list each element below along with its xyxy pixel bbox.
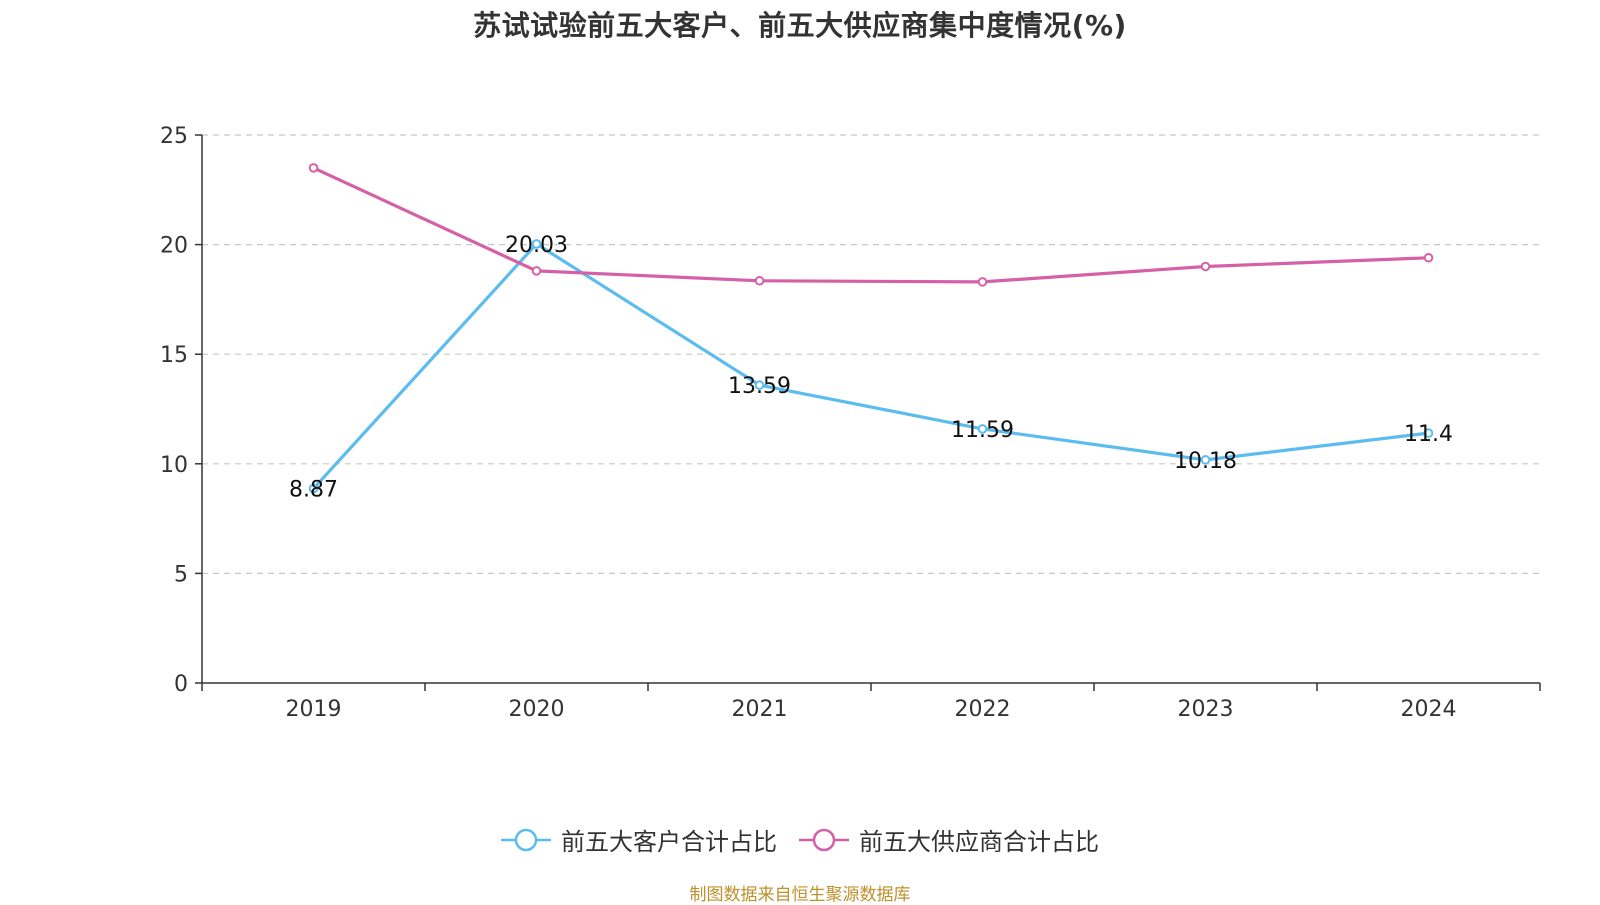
data-points	[308, 163, 1434, 494]
series-lines	[311, 166, 1431, 491]
legend-marker-customers-icon	[501, 828, 551, 851]
data-point-s0-2020	[531, 239, 542, 249]
axes: 0 5 10 15 20 25 2019 2020 2021 2022 2023 2024	[160, 124, 1541, 722]
x-tick-label-2021: 2021	[732, 697, 788, 722]
series-line-1	[311, 166, 1431, 284]
series-line-0	[311, 242, 1431, 491]
y-tick-label-0: 0	[174, 672, 188, 697]
y-tick-label-20: 20	[160, 234, 188, 259]
x-tick-label-2024: 2024	[1401, 697, 1457, 722]
y-tick-label-15: 15	[160, 343, 188, 368]
grid-lines	[202, 134, 1540, 575]
legend-label-customers: 前五大客户合计占比	[561, 828, 777, 856]
data-point-s1-2023	[1200, 261, 1211, 272]
data-point-s0-2019	[308, 483, 319, 494]
data-point-s1-2024	[1423, 252, 1434, 263]
x-tick-label-2022: 2022	[955, 697, 1011, 722]
x-tick-label-2019: 2019	[286, 697, 342, 722]
data-labels: 8.87 20.03 13.59 11.59 10.18 11.4	[289, 233, 1453, 503]
data-point-s1-2020	[531, 266, 542, 276]
data-label-s0-2019: 8.87	[289, 478, 338, 503]
data-point-s0-2024	[1423, 428, 1434, 438]
y-tick-label-25: 25	[160, 124, 188, 149]
data-point-s1-2021	[754, 275, 765, 286]
data-point-s1-2019	[308, 163, 319, 173]
data-point-s1-2022	[977, 277, 988, 287]
x-tick-label-2023: 2023	[1178, 697, 1234, 722]
data-label-s0-2023: 10.18	[1174, 449, 1237, 474]
legend-item-suppliers[interactable]: 前五大供应商合计占比	[799, 822, 1099, 857]
y-tick-label-10: 10	[160, 453, 188, 478]
y-tick-label-5: 5	[174, 562, 188, 587]
data-label-s0-2021: 13.59	[728, 374, 791, 399]
legend: 前五大客户合计占比 前五大供应商合计占比	[0, 822, 1600, 857]
legend-marker-suppliers-icon	[799, 828, 849, 851]
legend-item-customers[interactable]: 前五大客户合计占比	[501, 822, 777, 857]
data-label-s0-2022: 11.59	[951, 418, 1014, 443]
source-note: 制图数据来自恒生聚源数据库	[689, 885, 911, 905]
chart-title: 苏试试验前五大客户、前五大供应商集中度情况(%)	[473, 9, 1127, 42]
data-point-s0-2023	[1200, 455, 1211, 465]
data-label-s0-2020: 20.03	[505, 233, 568, 258]
legend-label-suppliers: 前五大供应商合计占比	[859, 828, 1099, 856]
data-point-s0-2021	[754, 380, 765, 390]
data-point-s0-2022	[977, 424, 988, 434]
data-label-s0-2024: 11.4	[1404, 422, 1453, 447]
x-tick-label-2020: 2020	[509, 697, 565, 722]
